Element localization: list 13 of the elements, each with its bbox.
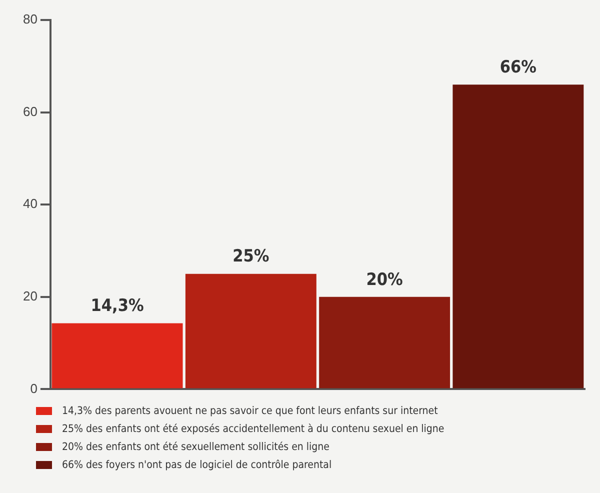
legend-label: 25% des enfants ont été exposés accidentellement à du contenu sexuel en ligne [62, 423, 444, 435]
legend-label: 14,3% des parents avouent ne pas savoir ce que font leurs enfants sur internet [62, 405, 438, 417]
legend-label: 66% des foyers n'ont pas de logiciel de contrôle parental [62, 459, 332, 471]
legend-label: 20% des enfants ont été sexuellement sollicités en ligne [62, 441, 330, 453]
y-tick-label: 60 [22, 104, 38, 119]
data-label: 25% [232, 246, 270, 267]
y-tick-label: 40 [22, 196, 38, 212]
data-label: 14,3% [90, 296, 144, 316]
y-tick-label: 20 [22, 288, 38, 304]
data-label: 66% [500, 58, 536, 78]
y-tick-label: 0 [30, 380, 38, 396]
data-label: 20% [366, 270, 403, 290]
y-tick-label: 80 [22, 12, 38, 27]
